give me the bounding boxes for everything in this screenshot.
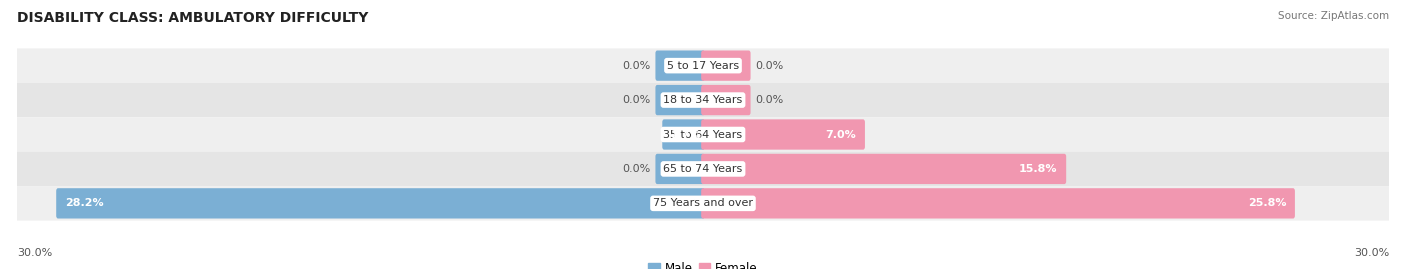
FancyBboxPatch shape	[662, 119, 704, 150]
Legend: Male, Female: Male, Female	[644, 258, 762, 269]
FancyBboxPatch shape	[702, 188, 1295, 218]
FancyBboxPatch shape	[702, 119, 865, 150]
Text: 7.0%: 7.0%	[825, 129, 856, 140]
Text: 0.0%: 0.0%	[755, 61, 785, 71]
FancyBboxPatch shape	[56, 188, 704, 218]
Text: 30.0%: 30.0%	[17, 248, 52, 258]
Text: 30.0%: 30.0%	[1354, 248, 1389, 258]
Text: 5 to 17 Years: 5 to 17 Years	[666, 61, 740, 71]
FancyBboxPatch shape	[655, 154, 704, 184]
Text: 0.0%: 0.0%	[621, 164, 651, 174]
Text: 1.7%: 1.7%	[671, 129, 702, 140]
Text: 15.8%: 15.8%	[1019, 164, 1057, 174]
Text: 0.0%: 0.0%	[755, 95, 785, 105]
FancyBboxPatch shape	[655, 85, 704, 115]
Text: 28.2%: 28.2%	[65, 198, 104, 208]
FancyBboxPatch shape	[17, 48, 1389, 83]
Text: 18 to 34 Years: 18 to 34 Years	[664, 95, 742, 105]
FancyBboxPatch shape	[17, 83, 1389, 117]
Text: 0.0%: 0.0%	[621, 61, 651, 71]
FancyBboxPatch shape	[702, 85, 751, 115]
Text: 65 to 74 Years: 65 to 74 Years	[664, 164, 742, 174]
Text: 25.8%: 25.8%	[1247, 198, 1286, 208]
Text: 35 to 64 Years: 35 to 64 Years	[664, 129, 742, 140]
FancyBboxPatch shape	[655, 51, 704, 81]
FancyBboxPatch shape	[702, 51, 751, 81]
FancyBboxPatch shape	[702, 154, 1066, 184]
FancyBboxPatch shape	[17, 152, 1389, 186]
Text: DISABILITY CLASS: AMBULATORY DIFFICULTY: DISABILITY CLASS: AMBULATORY DIFFICULTY	[17, 11, 368, 25]
Text: 75 Years and over: 75 Years and over	[652, 198, 754, 208]
Text: 0.0%: 0.0%	[621, 95, 651, 105]
Text: Source: ZipAtlas.com: Source: ZipAtlas.com	[1278, 11, 1389, 21]
FancyBboxPatch shape	[17, 186, 1389, 221]
FancyBboxPatch shape	[17, 117, 1389, 152]
